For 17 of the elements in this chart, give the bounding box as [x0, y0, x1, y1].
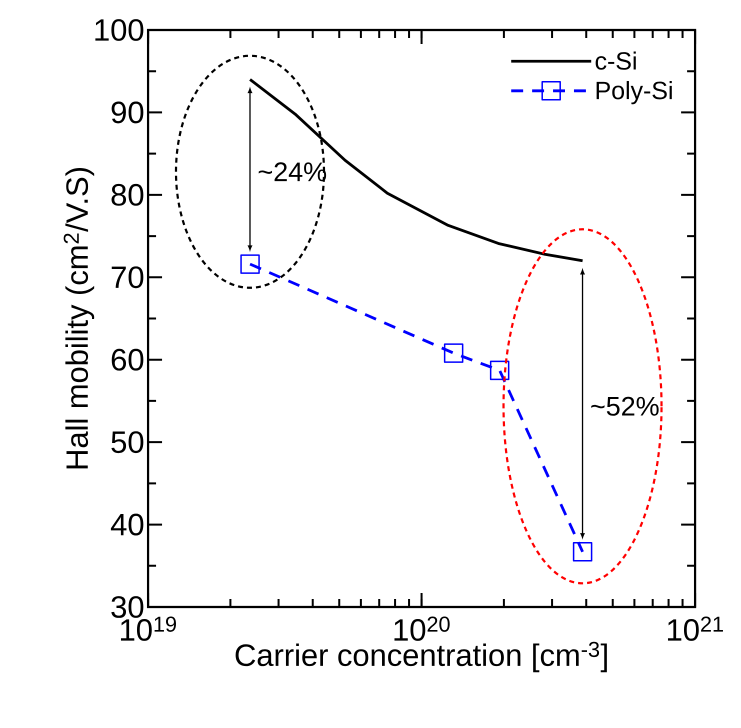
x-tick-label: 10$^{20}$ — [394, 616, 450, 641]
y-tick-label: 60 — [112, 348, 144, 371]
y-tick-label: 80 — [112, 184, 144, 206]
y-tick-label: 70 — [112, 266, 144, 288]
y-tick-label: 30 — [111, 596, 144, 618]
y-tick-label: 40 — [110, 514, 144, 536]
x-tick-label: 10$^{19}$ — [120, 616, 176, 641]
y-tick-label: 100 — [95, 19, 144, 41]
y-tick-label: 50 — [111, 431, 144, 454]
x-axis-title: Carrier concentration [cm$^{-3}$] — [236, 642, 607, 672]
legend-label: Poly-Si — [596, 81, 672, 104]
y-axis-title: Hall mobility (cm$^{2}$/V.S) — [64, 168, 94, 468]
annotation: ~52% — [591, 396, 659, 416]
x-tick-label: 10$^{21}$ — [668, 616, 723, 641]
legend-label: c-Si — [596, 51, 636, 70]
annotation: ~24% — [258, 162, 326, 182]
y-tick-label: 90 — [112, 102, 144, 124]
